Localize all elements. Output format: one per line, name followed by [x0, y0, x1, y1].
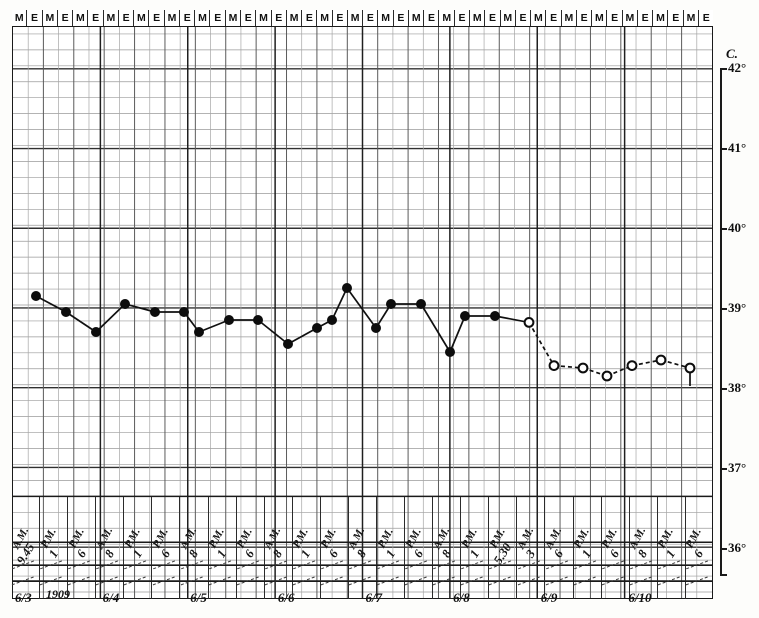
- me-cell-evening-43: E: [668, 10, 684, 26]
- me-cell-evening-19: E: [302, 10, 318, 26]
- axis-tick: [720, 228, 727, 230]
- axis-label-36: 36°: [728, 540, 747, 555]
- me-cell-evening-27: E: [424, 10, 440, 26]
- me-cell-morning-24: M: [378, 10, 394, 26]
- me-cell-evening-5: E: [88, 10, 104, 26]
- me-cell-evening-23: E: [363, 10, 379, 26]
- me-cell-evening-3: E: [58, 10, 74, 26]
- me-cell-evening-33: E: [516, 10, 532, 26]
- me-cell-evening-41: E: [638, 10, 654, 26]
- date-label-6-7: 6/7: [365, 590, 383, 605]
- me-cell-evening-9: E: [149, 10, 165, 26]
- me-cell-morning-20: M: [317, 10, 333, 26]
- me-cell-morning-38: M: [592, 10, 608, 26]
- me-cell-evening-35: E: [546, 10, 562, 26]
- axis-label-40: 40°: [728, 220, 747, 235]
- me-cell-evening-31: E: [485, 10, 501, 26]
- date-label-6-4: 6/4: [102, 590, 120, 605]
- me-cell-morning-8: M: [134, 10, 150, 26]
- right-temperature-axis: C. 42°41°40°39°38°37°36°35°: [716, 46, 759, 586]
- date-label-6-8: 6/8: [453, 590, 470, 605]
- me-cell-evening-21: E: [333, 10, 348, 26]
- me-cell-evening-7: E: [119, 10, 135, 26]
- me-cell-morning-6: M: [104, 10, 119, 26]
- me-cell-evening-25: E: [394, 10, 409, 26]
- date-label-6-9: 6/9: [540, 590, 558, 605]
- date-label-6-3: 6/3: [15, 590, 32, 605]
- axis-label-37: 37°: [728, 460, 747, 475]
- axis-label-38: 38°: [728, 380, 747, 395]
- me-cell-evening-11: E: [180, 10, 196, 26]
- axis-tick: [720, 548, 727, 550]
- date-row: 6/3 6/4 6/5 6/6 6/7 6/8 6/9 6/10: [12, 588, 713, 618]
- me-cell-morning-32: M: [501, 10, 516, 26]
- axis-label-39: 39°: [728, 300, 747, 315]
- axis-tick: [720, 468, 727, 470]
- me-cell-evening-15: E: [241, 10, 257, 26]
- me-cell-evening-17: E: [272, 10, 287, 26]
- chart-grid-area: [12, 10, 713, 599]
- grid-lines: [13, 11, 712, 598]
- date-label-6-10: 6/10: [628, 590, 652, 605]
- date-label-6-5: 6/5: [190, 590, 207, 605]
- me-cell-morning-30: M: [470, 10, 486, 26]
- me-cell-morning-4: M: [73, 10, 89, 26]
- me-cell-evening-45: E: [702, 12, 710, 24]
- me-cell-evening-39: E: [607, 10, 623, 26]
- me-cell-morning-14: M: [226, 10, 241, 26]
- axis-label-42: 42°: [728, 60, 747, 75]
- me-cell-morning-42: M: [653, 10, 669, 26]
- date-label-6-6: 6/6: [277, 590, 295, 605]
- me-cell-morning-2: M: [43, 10, 58, 26]
- axis-tick: [720, 388, 727, 390]
- axis-tick: [720, 308, 727, 310]
- me-cell-morning-16: M: [256, 10, 272, 26]
- me-cell-morning-18: M: [287, 10, 303, 26]
- me-cell-morning-22: M: [348, 10, 364, 26]
- me-cell-evening-13: E: [210, 10, 226, 26]
- me-cell-morning-12: M: [195, 10, 211, 26]
- me-cell-morning-28: M: [439, 10, 455, 26]
- me-cell-morning-36: M: [562, 10, 577, 26]
- me-cell-morning-10: M: [165, 10, 180, 26]
- me-cell-morning-40: M: [623, 10, 638, 26]
- axis-tick: [720, 68, 727, 70]
- me-cell-morning-44: M: [684, 10, 699, 26]
- axis-spine: [719, 68, 726, 576]
- axis-unit-label: C.: [726, 46, 738, 61]
- me-cell-morning-0: M: [12, 10, 28, 26]
- me-cell-evening-37: E: [577, 10, 593, 26]
- me-cell-evening-1: E: [27, 10, 43, 26]
- me-cell-evening-29: E: [455, 10, 470, 26]
- me-cell-morning-26: M: [409, 10, 425, 26]
- me-cell-morning-34: M: [531, 10, 547, 26]
- axis-label-41: 41°: [728, 140, 747, 155]
- axis-tick: [720, 148, 727, 150]
